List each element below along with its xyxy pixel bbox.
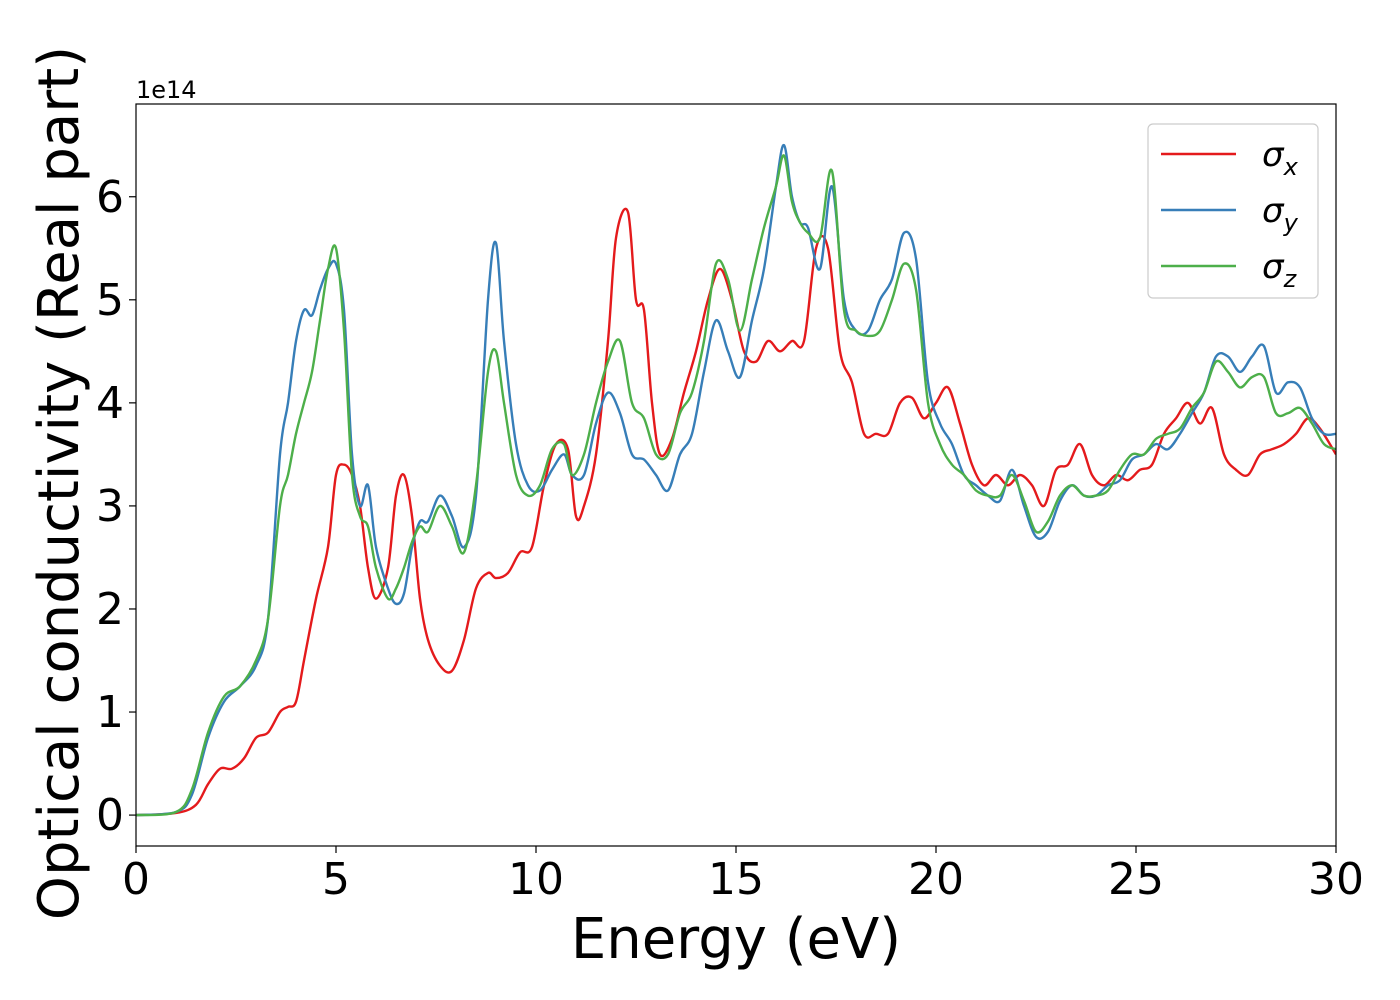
y-tick-label: 4 bbox=[96, 378, 124, 429]
x-tick-label: 5 bbox=[322, 854, 350, 905]
legend-subscript: x bbox=[1283, 153, 1299, 181]
x-tick-label: 0 bbox=[122, 854, 150, 905]
series-sigma-z-line bbox=[136, 154, 1336, 817]
y-axis-label: Optical conductivity (Real part) bbox=[27, 46, 92, 920]
series-layer bbox=[136, 143, 1336, 817]
legend-subscript: y bbox=[1283, 209, 1299, 237]
legend-label-sigma-z: σz bbox=[1262, 247, 1298, 293]
x-axis-label: Energy (eV) bbox=[571, 907, 901, 972]
y-tick-label: 2 bbox=[96, 584, 124, 635]
legend-label-sigma-x: σx bbox=[1262, 135, 1299, 181]
legend-subscript: z bbox=[1283, 265, 1298, 293]
x-tick-label: 25 bbox=[1108, 854, 1164, 905]
x-axis-ticks: 0 5 10 15 20 25 30 bbox=[122, 846, 1364, 905]
y-tick-label: 3 bbox=[96, 481, 124, 532]
legend-symbol: σ bbox=[1262, 191, 1285, 231]
x-tick-label: 20 bbox=[908, 854, 964, 905]
y-tick-label: 1 bbox=[96, 687, 124, 738]
x-tick-label: 10 bbox=[508, 854, 564, 905]
series-sigma-y-line bbox=[136, 143, 1336, 817]
x-tick-label: 15 bbox=[708, 854, 764, 905]
legend-label-sigma-y: σy bbox=[1262, 191, 1299, 237]
y-scale-label: 1e14 bbox=[136, 76, 197, 104]
y-tick-label: 0 bbox=[96, 790, 124, 841]
y-tick-label: 5 bbox=[96, 275, 124, 326]
y-axis-ticks: 0 1 2 3 4 5 6 bbox=[96, 172, 136, 841]
legend-symbol: σ bbox=[1262, 247, 1285, 287]
x-tick-label: 30 bbox=[1308, 854, 1364, 905]
y-tick-label: 6 bbox=[96, 172, 124, 223]
legend-symbol: σ bbox=[1262, 135, 1285, 175]
